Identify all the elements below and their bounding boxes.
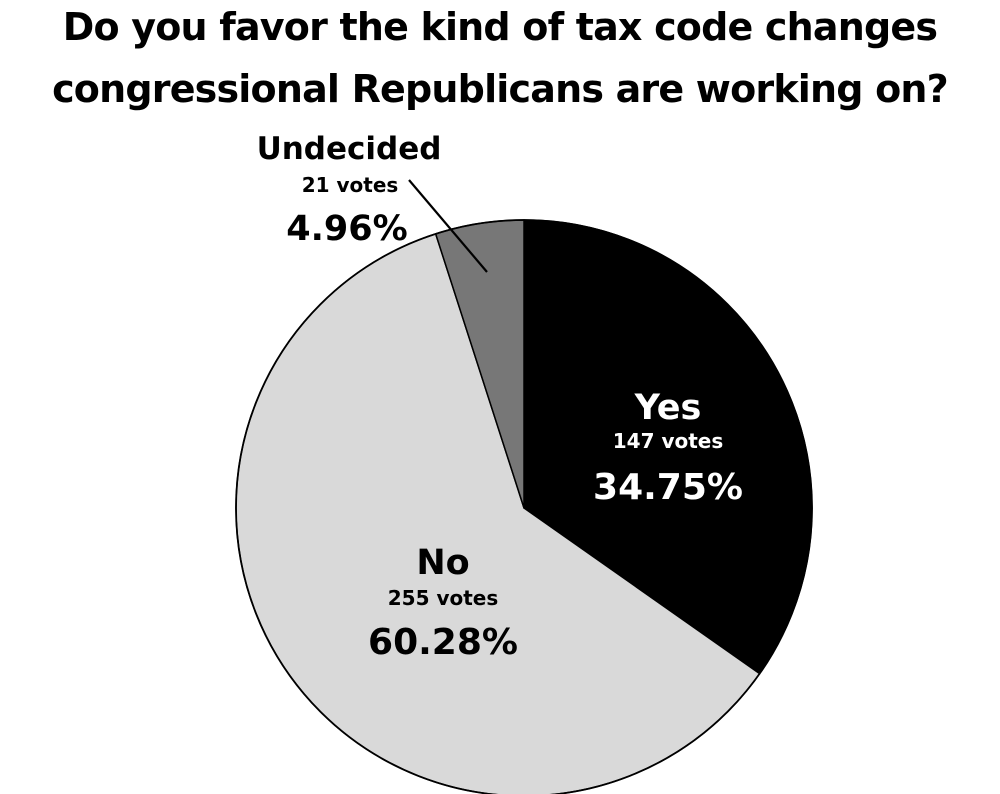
- pie-outline: [235, 219, 813, 794]
- pie-slices: [235, 219, 813, 794]
- slice-votes-yes: 147 votes: [613, 429, 724, 453]
- slice-percent-no: 60.28%: [368, 622, 518, 663]
- chart-title-line-1: Do you favor the kind of tax code change…: [62, 5, 938, 49]
- slice-percent-undecided: 4.96%: [286, 209, 407, 249]
- slice-votes-no: 255 votes: [388, 586, 499, 610]
- undecided-leader-line: [408, 179, 488, 273]
- slice-percent-yes: 34.75%: [593, 467, 743, 508]
- chart-title-line-2: congressional Republicans are working on…: [52, 67, 949, 111]
- slice-votes-undecided: 21 votes: [302, 173, 399, 197]
- slice-label-yes: Yes: [634, 388, 702, 428]
- chart-title: Do you favor the kind of tax code change…: [0, 0, 1000, 120]
- slice-label-no: No: [416, 543, 469, 583]
- slice-label-undecided: Undecided: [257, 131, 442, 167]
